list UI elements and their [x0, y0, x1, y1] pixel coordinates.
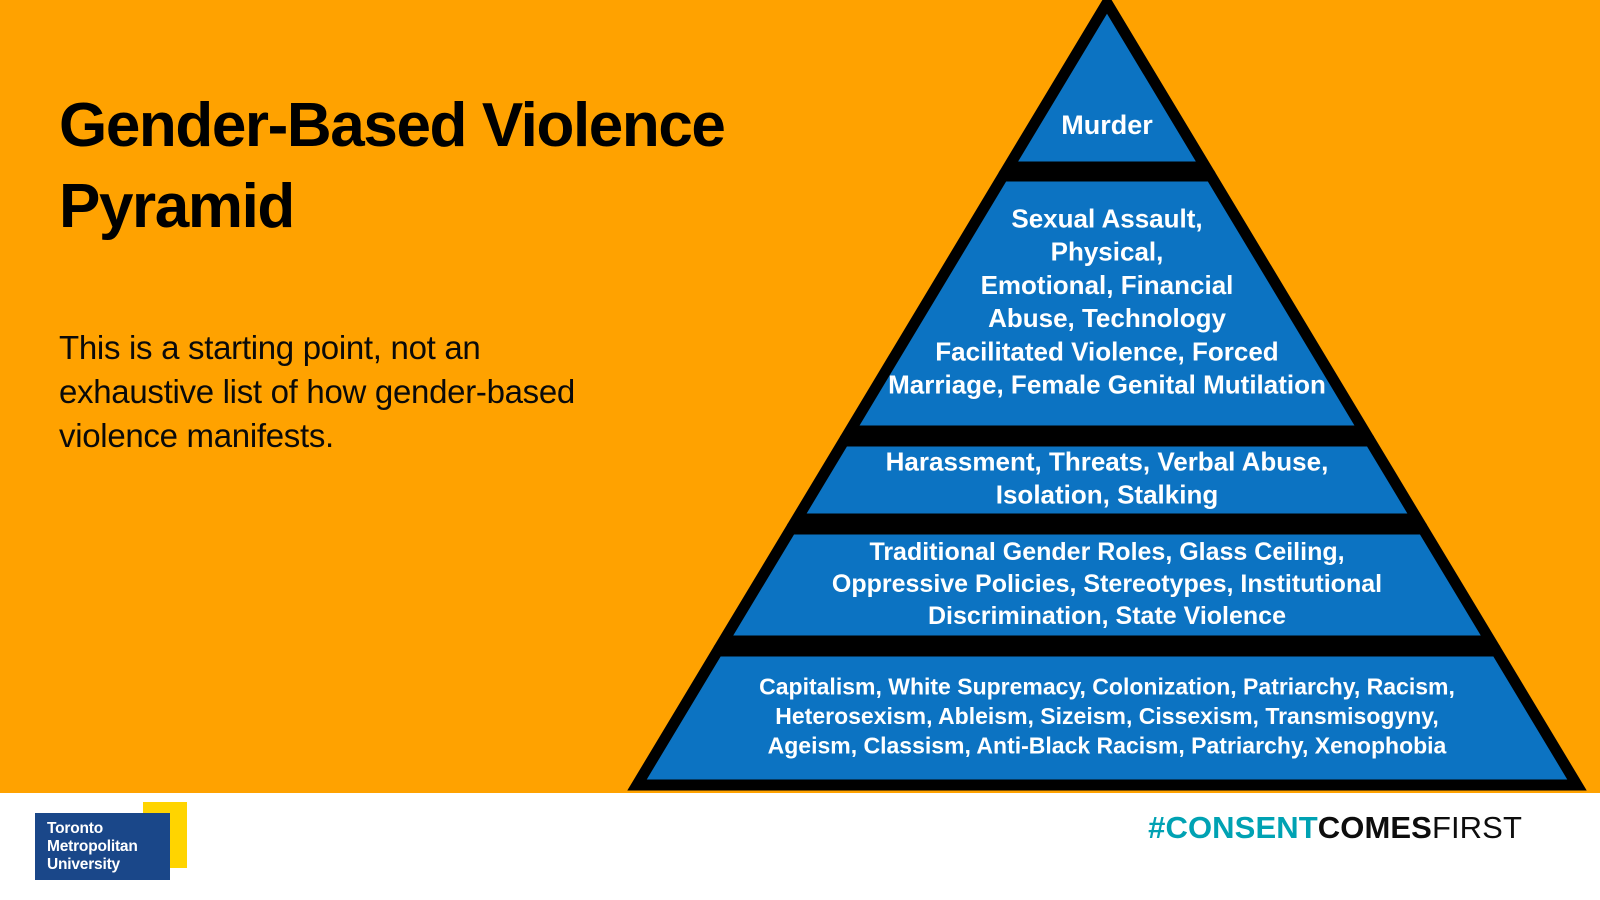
pyramid-tier-5: [627, 645, 1587, 791]
pyramid-tier-4: [713, 523, 1501, 647]
pyramid-tier-5-line-1: Capitalism, White Supremacy, Colonizatio…: [759, 674, 1455, 700]
pyramid-tier-2-line-6: Marriage, Female Genital Mutilation: [888, 370, 1326, 400]
pyramid-tier-2-line-2: Physical,: [1051, 236, 1164, 266]
pyramid-tier-3: [787, 435, 1427, 525]
pyramid-tier-1-label: Murder: [1061, 110, 1153, 140]
pyramid-tier-1: [998, 0, 1216, 173]
pyramid-tier-3-line-2: Isolation, Stalking: [996, 480, 1218, 510]
pyramid-tier-2-line-3: Emotional, Financial: [981, 270, 1234, 300]
pyramid-tier-3-line-1: Harassment, Threats, Verbal Abuse,: [886, 446, 1329, 476]
pyramid-tier-4-line-3: Discrimination, State Violence: [928, 602, 1286, 630]
pyramid-tier-2-label: Sexual Assault, Physical, Emotional, Finan…: [888, 203, 1326, 399]
page-subtitle: This is a starting point, not an exhaust…: [59, 329, 575, 454]
consent-comes-first-wordmark[interactable]: #CONSENTCOMESFIRST: [1148, 812, 1522, 843]
pyramid-tier-5-line-2: Heterosexism, Ableism, Sizeism, Cissexis…: [775, 703, 1438, 729]
pyramid-tier-4-line-1: Traditional Gender Roles, Glass Ceiling,: [869, 538, 1344, 566]
wordmark-first: FIRST: [1431, 810, 1522, 845]
wordmark-comes: COMES: [1317, 810, 1432, 845]
tmu-logo[interactable]: Toronto Metropolitan University: [35, 802, 187, 880]
tmu-logo-navy-block: Toronto Metropolitan University: [35, 813, 170, 880]
wordmark-hashtag-consent: #CONSENT: [1148, 810, 1318, 845]
pyramid-tier-2-line-1: Sexual Assault,: [1011, 203, 1202, 233]
pyramid-tier-4-line-2: Oppressive Policies, Stereotypes, Instit…: [832, 570, 1382, 598]
footer-bar: [0, 793, 1600, 900]
pyramid-svg: Murder Sexual Assault, Physical, Emotional,…: [627, 0, 1587, 791]
gender-based-violence-pyramid: Murder Sexual Assault, Physical, Emotional,…: [600, 0, 1600, 795]
pyramid-tier-5-line-3: Ageism, Classism, Anti-Black Racism, Pat…: [768, 733, 1447, 759]
tmu-logo-text: Toronto Metropolitan University: [47, 820, 138, 874]
pyramid-tier-5-label: Capitalism, White Supremacy, Colonizatio…: [759, 674, 1455, 759]
pyramid-tier-3-label: Harassment, Threats, Verbal Abuse, Isolat…: [886, 446, 1329, 509]
pyramid-tier-1-line-1: Murder: [1061, 110, 1153, 140]
page-title: Gender-Based Violence Pyramid: [59, 91, 726, 241]
pyramid-tier-2-line-5: Facilitated Violence, Forced: [935, 336, 1278, 366]
pyramid-tier-4-label: Traditional Gender Roles, Glass Ceiling,…: [832, 538, 1382, 630]
pyramid-tier-2: [840, 170, 1374, 437]
pyramid-tiers: Murder Sexual Assault, Physical, Emotional,…: [627, 0, 1587, 791]
pyramid-tier-2-line-4: Abuse, Technology: [988, 303, 1226, 333]
